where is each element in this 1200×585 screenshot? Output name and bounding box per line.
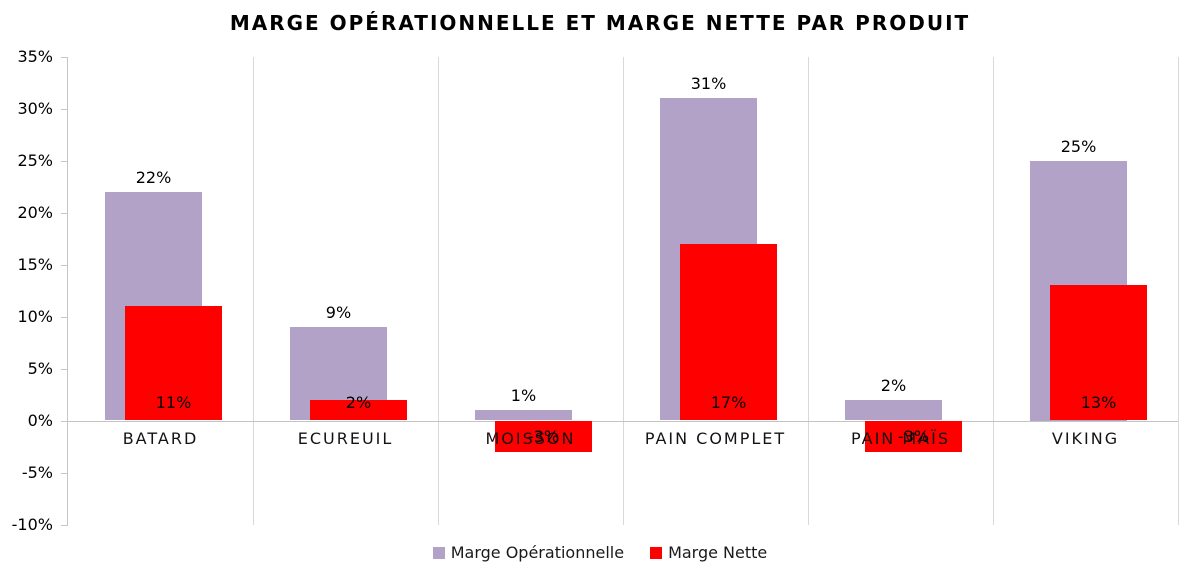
bar-value-label-marge-nette-viking: 13% [1080, 392, 1117, 412]
legend-item-marge-operationnelle: Marge Opérationnelle [432, 543, 625, 562]
bar-marge-nette-viking [1050, 285, 1147, 421]
y-tick-mark [61, 368, 68, 370]
bar-value-label-marge-nette-batard: 11% [155, 392, 192, 412]
bar-marge-nette-moisson [495, 420, 592, 452]
category-label-pain-complet: PAIN COMPLET [644, 429, 787, 448]
y-tick-label: 5% [27, 358, 53, 378]
y-tick-mark [61, 264, 68, 266]
chart-title: MARGE OPÉRATIONNELLE ET MARGE NETTE PAR … [229, 11, 971, 35]
bar-marge-nette-pain-complet [680, 243, 777, 421]
y-tick-label: -5% [21, 462, 53, 482]
zero-axis-line [68, 420, 1178, 422]
legend-swatch-marge-nette [650, 546, 663, 559]
bar-value-label-marge-operationnelle-pain-complet: 31% [690, 74, 727, 94]
y-tick-label: 10% [17, 306, 53, 326]
y-tick-mark [61, 212, 68, 214]
bar-value-label-marge-nette-ecureuil: 2% [345, 392, 372, 412]
category-label-batard: BATARD [122, 429, 199, 448]
bar-marge-nette-pain-mais [865, 420, 962, 452]
bar-marge-nette-batard [125, 306, 222, 421]
legend-item-marge-nette: Marge Nette [650, 543, 767, 562]
bar-value-label-marge-operationnelle-moisson: 1% [510, 386, 537, 406]
category-gridline [438, 56, 439, 525]
category-gridline [623, 56, 624, 525]
bar-marge-operationnelle-moisson [475, 410, 572, 421]
bar-value-label-marge-nette-moisson: -3% [527, 426, 560, 446]
category-gridline [993, 56, 994, 525]
y-tick-label: -10% [11, 514, 53, 534]
y-tick-mark [61, 524, 68, 526]
category-label-ecureuil: ECUREUIL [297, 429, 394, 448]
category-gridline [253, 56, 254, 525]
bar-marge-operationnelle-pain-mais [845, 399, 942, 421]
y-tick-label: 20% [17, 202, 53, 222]
bar-value-label-marge-operationnelle-viking: 25% [1060, 136, 1097, 156]
bar-value-label-marge-operationnelle-ecureuil: 9% [325, 302, 352, 322]
y-tick-mark [61, 472, 68, 474]
y-axis-line [67, 56, 68, 525]
y-tick-label: 0% [27, 410, 53, 430]
y-tick-mark [61, 316, 68, 318]
legend-label-marge-nette: Marge Nette [668, 543, 768, 562]
bar-value-label-marge-nette-pain-mais: -3% [897, 426, 930, 446]
y-tick-mark [61, 108, 68, 110]
bar-value-label-marge-operationnelle-batard: 22% [135, 167, 172, 187]
y-tick-label: 35% [17, 46, 53, 66]
y-tick-mark [61, 420, 68, 422]
y-tick-mark [61, 160, 68, 162]
y-tick-label: 25% [17, 150, 53, 170]
y-tick-mark [61, 56, 68, 58]
legend-swatch-marge-operationnelle [432, 546, 445, 559]
category-label-pain-mais: PAIN MAÏS [851, 429, 950, 448]
category-label-viking: VIKING [1051, 429, 1120, 448]
bar-marge-nette-ecureuil [310, 399, 407, 421]
legend: Marge Opérationnelle Marge Nette [0, 543, 1200, 562]
legend-label-marge-operationnelle: Marge Opérationnelle [450, 543, 625, 562]
category-gridline [1178, 56, 1179, 525]
y-tick-label: 15% [17, 254, 53, 274]
bar-value-label-marge-operationnelle-pain-mais: 2% [880, 375, 907, 395]
category-gridline [808, 56, 809, 525]
bar-value-label-marge-nette-pain-complet: 17% [710, 392, 747, 412]
y-tick-label: 30% [17, 98, 53, 118]
category-label-moisson: MOISSON [485, 429, 576, 448]
